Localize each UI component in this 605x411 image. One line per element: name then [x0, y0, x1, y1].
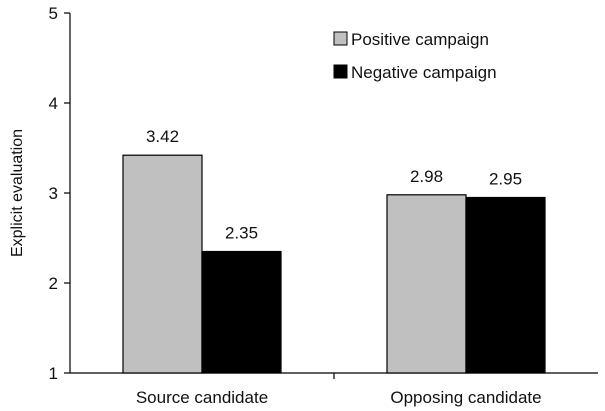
axes: 1 2 3 4 5 Source candidate Opposing candidate	[49, 4, 598, 407]
y-tick-label: 5	[49, 4, 58, 23]
data-label: 2.98	[410, 167, 443, 186]
y-tick-label: 1	[49, 364, 58, 383]
x-category-label: Opposing candidate	[390, 388, 541, 407]
bars	[122, 154, 546, 374]
legend-swatch	[333, 64, 348, 79]
x-ticks: Source candidate Opposing candidate	[136, 373, 542, 407]
x-category-label: Source candidate	[136, 388, 268, 407]
legend-swatch	[333, 31, 348, 46]
bar-positive	[386, 194, 467, 374]
y-tick-label: 2	[49, 274, 58, 293]
data-labels: 3.42 2.35 2.98 2.95	[146, 127, 522, 242]
data-label: 3.42	[146, 127, 179, 146]
legend-label: Positive campaign	[351, 30, 489, 49]
y-tick-label: 4	[49, 94, 58, 113]
bar-negative	[465, 196, 546, 374]
legend-label: Negative campaign	[351, 63, 497, 82]
legend: Positive campaign Negative campaign	[333, 30, 497, 82]
bar-positive	[122, 154, 203, 374]
bar-negative	[201, 250, 282, 374]
data-label: 2.95	[489, 170, 522, 189]
y-ticks: 1 2 3 4 5	[49, 4, 70, 383]
data-label: 2.35	[225, 224, 258, 243]
y-tick-label: 3	[49, 184, 58, 203]
y-axis-title: Explicit evaluation	[9, 129, 26, 257]
